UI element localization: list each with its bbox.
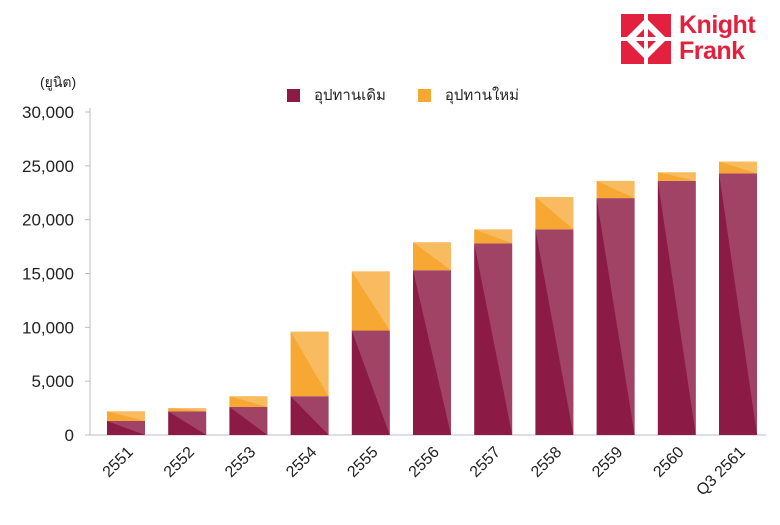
y-tick-label: 25,000	[22, 157, 74, 176]
bar-segment-new	[229, 396, 268, 408]
bar-segment-highlight	[168, 411, 207, 435]
bar-segment-new	[474, 229, 513, 244]
x-tick-label: 2553	[222, 444, 259, 481]
bar-segment-existing	[413, 270, 451, 435]
bar-segment-new	[657, 172, 696, 181]
bar-segment-highlight	[351, 330, 390, 435]
bar-segment-highlight	[229, 396, 268, 408]
bar-segment-highlight	[474, 243, 513, 435]
bar-segment-new	[535, 197, 574, 230]
bar-segment-existing	[290, 396, 329, 435]
knight-frank-logo: Knight Frank	[621, 12, 771, 68]
bar-segment-highlight	[719, 173, 757, 435]
logo-line2: Frank	[679, 37, 745, 65]
x-tick-label: 2552	[161, 444, 198, 481]
logo-mark-icon	[621, 14, 671, 64]
bar-segment-highlight	[596, 198, 635, 435]
x-tick-label: 2557	[467, 444, 504, 481]
bar-segment-highlight	[107, 411, 145, 422]
y-tick-label: 10,000	[22, 318, 74, 337]
bar-segment-highlight	[413, 242, 451, 271]
x-tick-label: 2555	[344, 444, 381, 481]
logo-text: Knight Frank	[679, 11, 756, 65]
legend-label-existing: อุปทานเดิม	[314, 87, 386, 104]
legend-swatch-existing	[287, 88, 300, 102]
bar-segment-new	[107, 411, 145, 422]
x-tick-label: 2559	[589, 444, 626, 481]
y-tick-label: 0	[65, 426, 74, 445]
bar-segment-highlight	[413, 270, 451, 435]
y-tick-label: 30,000	[22, 103, 74, 122]
bar-segment-new	[290, 331, 329, 397]
x-tick-label: 2560	[650, 444, 687, 481]
bar-segment-existing	[535, 229, 574, 435]
bar-segment-highlight	[474, 229, 513, 244]
logo-line1: Knight	[679, 11, 756, 39]
bar-segment-highlight	[657, 180, 696, 435]
x-tick-label: 2554	[283, 444, 320, 481]
bar-segment-highlight	[351, 271, 390, 331]
bar-segment-highlight	[719, 161, 757, 174]
bar-segment-highlight	[535, 229, 574, 435]
legend-item-existing-supply: อุปทานเดิม	[287, 83, 386, 107]
bar-segment-highlight	[596, 180, 635, 199]
bar-segment-highlight	[657, 172, 696, 181]
x-tick-label: Q3 2561	[693, 444, 748, 499]
y-tick-label: 20,000	[22, 211, 74, 230]
x-tick-label: 2556	[406, 444, 443, 481]
bar-segment-existing	[474, 243, 513, 435]
bar-segment-existing	[168, 411, 207, 435]
legend-item-new-supply: อุปทานใหม่	[417, 83, 520, 107]
bar-segment-new	[719, 161, 757, 174]
y-tick-label: 5,000	[31, 372, 74, 391]
bar-segment-existing	[657, 180, 696, 435]
y-tick-label: 15,000	[22, 265, 74, 284]
bar-segment-highlight	[107, 421, 145, 435]
bar-segment-new	[596, 180, 635, 199]
chart-legend: อุปทานเดิม อุปทานใหม่	[287, 83, 551, 107]
bar-segment-existing	[229, 407, 268, 435]
bar-segment-existing	[351, 330, 390, 435]
bar-segment-new	[351, 271, 390, 331]
bar-segment-highlight	[535, 197, 574, 230]
bar-segment-new	[168, 408, 207, 412]
bar-segment-existing	[107, 421, 145, 435]
x-tick-label: 2551	[100, 444, 137, 481]
legend-swatch-new	[417, 88, 431, 102]
bar-segment-highlight	[290, 331, 329, 397]
legend-label-new: อุปทานใหม่	[444, 87, 520, 104]
bar-segment-highlight	[290, 396, 329, 435]
bar-segment-new	[413, 242, 451, 271]
bar-segment-existing	[719, 173, 757, 435]
bar-segment-highlight	[229, 407, 268, 435]
x-tick-label: 2558	[528, 444, 565, 481]
bar-segment-existing	[596, 198, 635, 435]
y-axis-unit-label: (ยูนิต)	[40, 74, 77, 90]
